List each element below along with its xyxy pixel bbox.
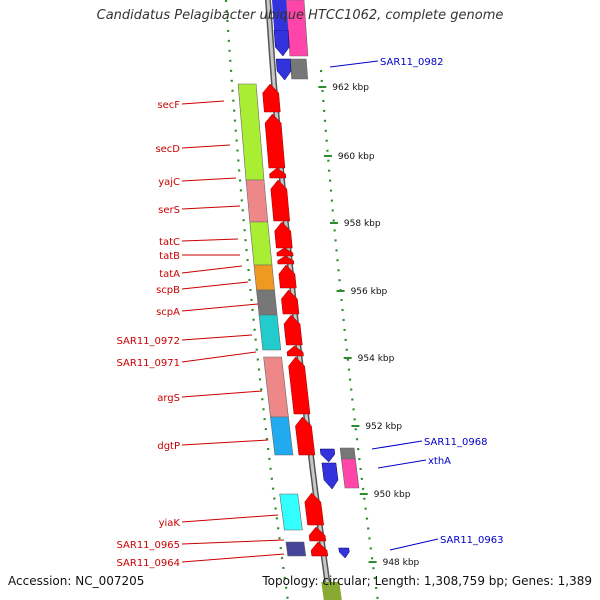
cog-band <box>253 264 275 291</box>
cog-band <box>321 582 342 600</box>
cog-band <box>289 58 309 80</box>
gene-label: SAR11_0964 <box>117 558 181 569</box>
label-leader-line <box>181 281 249 290</box>
gene-label: tatA <box>159 269 180 280</box>
cog-band <box>271 0 289 30</box>
cog-band <box>339 447 356 460</box>
cog-band <box>245 179 269 223</box>
map-title: Candidatus Pelagibacter ubique HTCC1062,… <box>96 8 504 23</box>
cog-band <box>263 356 289 418</box>
dotted-guide-lines <box>224 0 379 600</box>
gene-label: yiaK <box>159 518 181 529</box>
cog-band <box>256 289 278 316</box>
label-leader-line <box>377 459 427 469</box>
label-leader-line <box>181 553 285 563</box>
gene-label: scpB <box>156 285 180 296</box>
label-leader-line <box>181 177 237 182</box>
gene-label: secD <box>155 144 180 155</box>
label-leader-line <box>181 390 263 398</box>
kbp-tick-label: 954 kbp <box>358 354 395 364</box>
reverse-strand-gene-arrow <box>274 221 293 249</box>
label-leader-line <box>181 100 225 105</box>
cog-band <box>249 221 273 266</box>
kbp-tick-label: 950 kbp <box>374 490 411 500</box>
kbp-tick-label: 956 kbp <box>351 287 388 297</box>
gene-label: tatB <box>159 251 180 262</box>
topology-text: Topology: circular; Length: 1,308,759 bp… <box>262 574 592 588</box>
kbp-scale: 962 kbp 960 kbp 958 kbp 956 kbp 954 kbp 952 k… <box>318 83 420 568</box>
label-leader-line <box>181 238 239 242</box>
kbp-tick-label: 958 kbp <box>344 219 381 229</box>
reverse-strand-gene-arrow <box>304 492 324 526</box>
reverse-strand-gene-arrow <box>277 255 295 265</box>
kbp-tick-label: 960 kbp <box>338 152 375 162</box>
cog-band <box>270 416 294 456</box>
label-leader-line <box>181 144 231 149</box>
reverse-strand-gene-arrow <box>310 541 329 557</box>
kbp-tick-label: 952 kbp <box>365 422 402 432</box>
forward-strand-gene-arrow <box>321 462 339 490</box>
gene-label: scpA <box>156 307 180 318</box>
label-leader-line <box>371 440 423 450</box>
reverse-strand-gene-arrow <box>295 416 316 456</box>
gene-label: dgtP <box>157 441 180 452</box>
reverse-strand-gene-arrow <box>281 289 300 315</box>
gene-label: SAR11_0982 <box>380 57 444 68</box>
forward-strand-gene-arrow <box>338 547 350 559</box>
gene-label: SAR11_0968 <box>424 437 488 448</box>
label-leader-line <box>181 539 285 545</box>
reverse-strand-gene-arrow <box>308 526 327 542</box>
reverse-strand-gene-arrow <box>283 314 303 346</box>
gene-features <box>237 0 360 600</box>
kbp-tick-label: 948 kbp <box>383 558 420 568</box>
forward-strand-gene-arrow <box>273 29 290 57</box>
cog-band <box>341 458 360 489</box>
gene-label: serS <box>158 205 180 216</box>
reverse-strand-gene-arrow <box>288 356 311 415</box>
reverse-strand-gene-arrow <box>264 113 286 169</box>
kbp-tick-label: 962 kbp <box>332 83 369 93</box>
gene-label: SAR11_0965 <box>117 540 181 551</box>
label-leader-line <box>181 514 279 523</box>
label-leader-line <box>389 538 439 551</box>
label-leader-line <box>181 351 257 363</box>
accession-text: Accession: NC_007205 <box>8 574 145 588</box>
cog-band <box>279 493 303 531</box>
reverse-strand-gene-arrow <box>262 83 281 113</box>
outer-dotted-line <box>319 69 379 600</box>
inner-dotted-line <box>224 0 289 600</box>
forward-strand-gene-arrow <box>319 448 336 463</box>
reverse-strand-gene-arrow <box>278 264 297 289</box>
gene-label: secF <box>157 100 180 111</box>
gene-label: argS <box>157 393 180 404</box>
label-leader-line <box>181 205 241 210</box>
label-leader-line <box>181 265 243 274</box>
label-leader-line <box>181 334 253 341</box>
label-leader-line <box>329 60 379 68</box>
gene-label: SAR11_0971 <box>117 358 181 369</box>
cog-band <box>258 314 282 351</box>
gene-label: SAR11_0972 <box>117 336 181 347</box>
gene-labels: secF secD yajC serS tatC tatB tatA scpB scpA SAR1… <box>117 57 504 569</box>
forward-strand-gene-arrow <box>275 58 292 81</box>
gene-label: yajC <box>158 177 180 188</box>
reverse-strand-gene-arrow <box>270 179 290 222</box>
reverse-strand-gene-arrow <box>269 167 287 179</box>
label-leader-line <box>181 303 259 312</box>
gene-label: SAR11_0963 <box>440 535 504 546</box>
label-leader-line <box>181 439 269 446</box>
cog-band <box>237 83 265 181</box>
gene-label: xthA <box>428 456 451 467</box>
reverse-strand-gene-arrow <box>286 345 304 357</box>
gene-label: tatC <box>159 237 180 248</box>
cog-band <box>285 541 307 557</box>
